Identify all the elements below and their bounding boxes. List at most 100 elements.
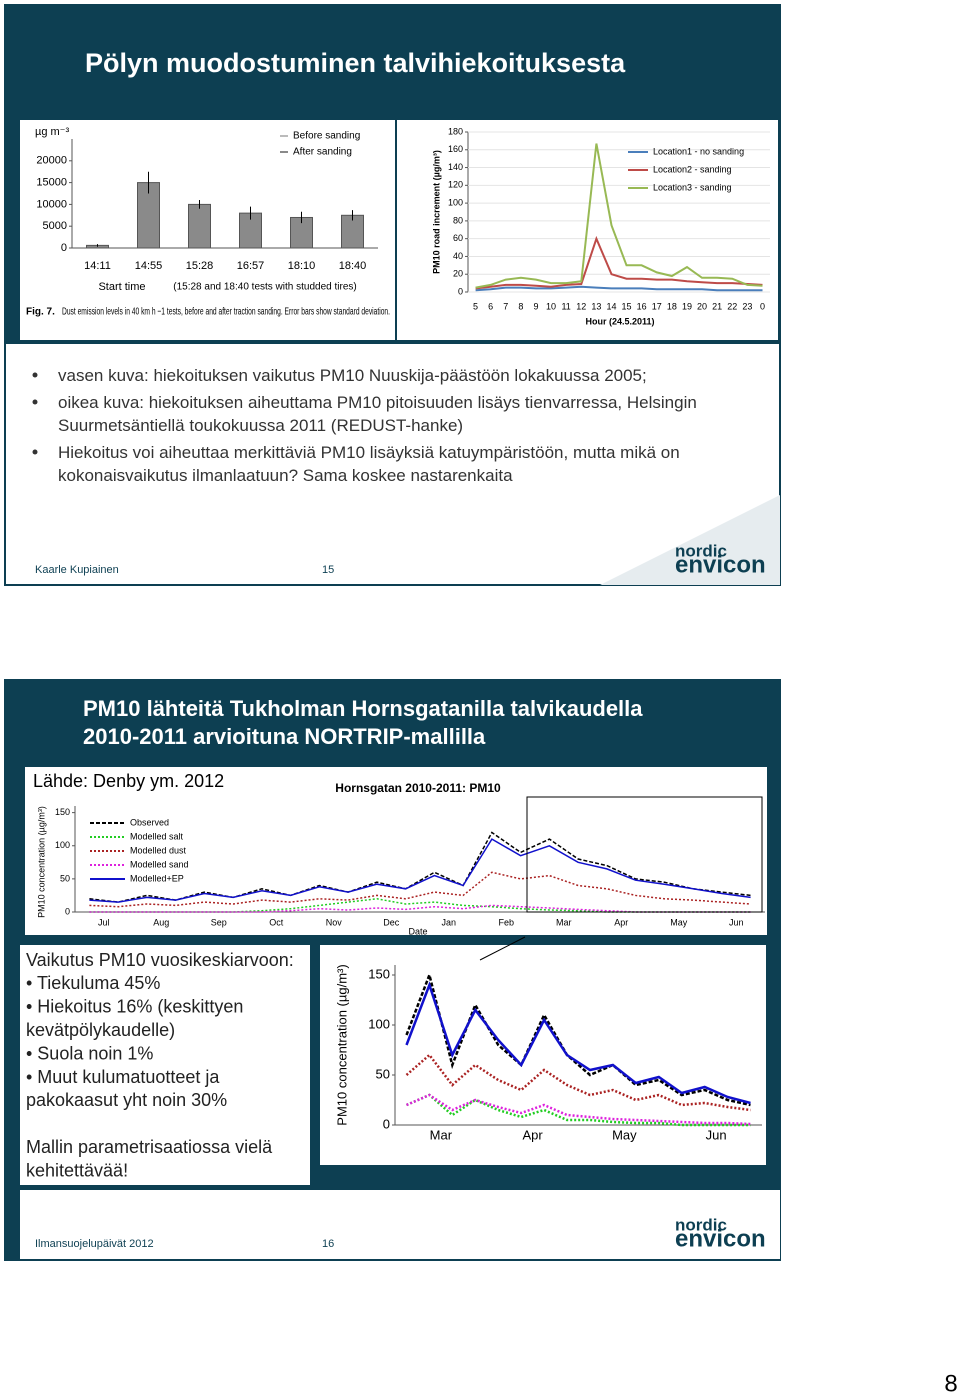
x-tick-label: 16 [637,301,647,311]
text-line: kehitettävää! [26,1160,128,1180]
data-line [405,1093,751,1126]
y-label: PM10 concentration (µg/m³) [334,964,349,1125]
x-label: Date [408,926,427,936]
bullet [32,372,38,378]
x-tick-label: Jul [98,917,110,927]
y-tick-label: 0 [61,242,67,254]
x-tick-label: 9 [533,301,538,311]
data-line [475,143,763,289]
data-line [89,871,751,908]
text-line: pakokaasut yht noin 30% [26,1090,227,1110]
x-tick-label: Feb [498,917,514,927]
x-tick-label: Oct [269,917,284,927]
data-line [475,235,763,290]
x-tick-label: 19 [682,301,692,311]
bullet-text: oikea kuva: hiekoituksen aiheuttama PM10… [58,393,697,435]
x-tick-label: Apr [614,917,628,927]
data-line [89,831,751,903]
x-tick-label: Mar [430,1127,453,1142]
slide-title: Pölyn muodostuminen talvihiekoituksesta [85,48,626,78]
figure [25,767,767,935]
x-tick-label: Jun [706,1127,727,1142]
bullet-text: Hiekoitus voi aiheuttaa merkittäviä PM10… [58,443,680,485]
legend-label: Modelled+EP [130,873,184,883]
text-line: kevätpölykaudelle) [26,1020,175,1040]
y-tick-label: 20000 [36,155,67,167]
x-tick-label: 8 [518,301,523,311]
x-tick-label: 10 [546,301,556,311]
legend-label: Before sanding [293,131,360,142]
x-tick-label: 17 [652,301,662,311]
y-tick-label: 180 [448,126,463,136]
slide-title: 2010-2011 arvioituna NORTRIP-mallilla [83,724,486,749]
figure [320,945,766,1165]
y-label: PM10 concentration (µg/m³) [36,806,46,918]
y-tick-label: 150 [55,807,70,817]
x-tick-label: Mar [556,917,572,927]
legend-label: Modelled sand [130,859,189,869]
y-tick-label: 150 [368,966,390,981]
x-tick-label: 14 [606,301,616,311]
text-line: • Suola noin 1% [26,1043,153,1063]
x-tick-label: 15:28 [186,260,214,272]
page-number: 8 [944,1370,957,1397]
x-tick-label: May [670,917,688,927]
bullet-text: oikea kuva: hiekoituksen aiheuttama PM10… [58,393,697,435]
decor [600,495,780,585]
x-tick-label: 11 [561,301,570,311]
logo: envicon [675,1225,766,1252]
data-line [89,838,751,903]
logo: nordic [675,1215,727,1234]
bullet [32,449,38,455]
y-tick-label: 100 [368,1016,390,1031]
x-tick-label: 15 [622,301,632,311]
x-sublabel: (15:28 and 18:40 tests with studded tire… [173,282,356,293]
y-tick-label: 15000 [36,177,67,189]
arrow [479,936,526,961]
y-unit: µg m⁻³ [35,126,69,138]
bullet-text: vasen kuva: hiekoituksen vaikutus PM10 N… [58,366,647,385]
y-tick-label: 0 [458,286,463,296]
caption: Fig. 7. [26,307,55,318]
x-tick-label: Nov [326,917,343,927]
footer: 15 [322,564,334,576]
footer: 16 [322,1238,334,1250]
text-line: • Tiekuluma 45% [26,973,160,993]
y-tick-label: 40 [453,251,463,261]
x-label: Start time [98,281,145,293]
y-label: PM10 road increment (µg/m³) [431,150,441,274]
x-tick-label: 6 [488,301,493,311]
legend-label: Location1 - no sanding [653,146,744,156]
data-line [475,285,763,292]
footer-band [20,1190,780,1259]
x-tick-label: 18 [667,301,677,311]
legend-label: After sanding [293,147,352,158]
logo: nordic [675,541,727,560]
x-tick-label: 20 [697,301,707,311]
bullet [32,399,38,405]
bar [188,203,211,249]
x-tick-label: Jun [729,917,744,927]
x-tick-label: 18:10 [288,260,316,272]
text-line: • Muut kulumatuotteet ja [26,1067,220,1087]
footer: Kaarle Kupiainen [35,564,119,576]
y-tick-label: 160 [448,144,463,154]
y-tick-label: 50 [60,873,70,883]
text-line: • Hiekoitus 16% (keskittyen [26,997,243,1017]
chart-title: Hornsgatan 2010-2011: PM10 [335,781,501,795]
x-tick-label: 18:40 [339,260,367,272]
zoom-box [526,796,763,913]
y-tick-label: 100 [55,840,70,850]
y-tick-label: 10000 [36,198,67,210]
y-tick-label: 140 [448,162,463,172]
x-tick-label: 14:55 [135,260,163,272]
x-tick-label: Sep [211,917,227,927]
legend-label: Modelled salt [130,831,184,841]
legend-label: Location2 - sanding [653,164,732,174]
logo: envicon [675,551,766,578]
caption: Dust emission levels in 40 km h −1 tests… [62,307,390,318]
x-tick-label: 14:11 [84,260,111,272]
x-tick-label: 5 [473,301,478,311]
legend-label: Location3 - sanding [653,182,732,192]
